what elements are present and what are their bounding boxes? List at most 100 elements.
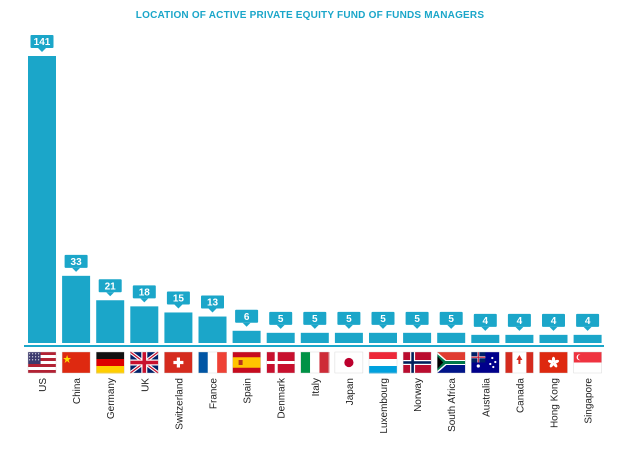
data-label-pointer	[549, 326, 558, 331]
category-label: Norway	[413, 378, 424, 412]
bar	[505, 334, 534, 343]
category-label: Switzerland	[174, 378, 185, 430]
norway-flag-icon	[402, 351, 432, 374]
category-label: Hong Kong	[550, 378, 561, 428]
category-label: Italy	[311, 378, 322, 396]
data-label-pointer	[379, 324, 387, 329]
category-label: Japan	[345, 378, 356, 405]
category-label: Spain	[243, 378, 254, 404]
italy-flag-icon	[300, 351, 330, 374]
data-label: 21	[105, 281, 117, 292]
bar	[198, 316, 227, 343]
data-label: 4	[517, 316, 523, 327]
data-label-box	[235, 309, 259, 323]
data-label: 15	[173, 293, 185, 304]
japan-flag-icon	[334, 351, 364, 374]
data-label-pointer	[140, 298, 149, 303]
data-label: 18	[139, 287, 151, 298]
category-label: US	[38, 378, 49, 392]
category-label: Luxembourg	[379, 378, 390, 434]
data-label-pointer	[38, 48, 46, 52]
switzerland-flag-icon	[164, 351, 193, 374]
hong-kong-flag-icon	[539, 351, 568, 374]
category-label: UK	[140, 378, 151, 392]
france-flag-icon	[198, 351, 227, 374]
data-label: 4	[483, 316, 489, 327]
us-flag-icon	[27, 351, 57, 374]
bar	[130, 306, 159, 343]
data-label-pointer	[276, 324, 285, 329]
singapore-flag-icon	[573, 351, 602, 374]
data-label-pointer	[310, 324, 319, 329]
bar	[403, 332, 432, 343]
data-label-box	[542, 313, 565, 327]
data-label-pointer	[242, 322, 251, 327]
data-label: 4	[585, 316, 591, 327]
data-label-box	[507, 313, 531, 327]
data-label-box	[98, 279, 122, 293]
australia-flag-icon	[471, 351, 500, 374]
data-label-box	[64, 254, 88, 268]
data-label-box	[371, 311, 395, 325]
data-label: 5	[312, 314, 318, 325]
data-label-box	[166, 291, 190, 305]
data-label-box	[30, 35, 54, 48]
bar	[471, 334, 500, 343]
bar	[573, 334, 602, 343]
bar	[96, 300, 125, 343]
china-flag-icon	[61, 351, 91, 374]
bar	[300, 332, 329, 343]
data-label: 5	[448, 314, 454, 325]
uk-flag-icon	[129, 350, 160, 375]
data-label-box	[201, 295, 224, 309]
data-label-pointer	[72, 267, 81, 272]
data-label-pointer	[481, 326, 490, 331]
bar	[437, 332, 466, 343]
bar	[539, 334, 568, 343]
data-label-pointer	[344, 324, 353, 329]
data-label-box	[303, 311, 327, 325]
data-label: 141	[34, 37, 51, 48]
data-label: 5	[278, 314, 284, 325]
bar	[369, 332, 397, 343]
data-label-box	[576, 313, 600, 327]
data-label-pointer	[174, 304, 183, 309]
data-label-pointer	[583, 326, 592, 331]
data-label-box	[337, 311, 361, 325]
category-label: Singapore	[584, 378, 595, 424]
data-label-pointer	[208, 308, 217, 313]
data-label: 5	[414, 314, 420, 325]
data-label: 5	[346, 314, 352, 325]
luxembourg-flag-icon	[368, 351, 398, 374]
data-label-pointer	[447, 324, 456, 329]
data-label: 5	[380, 314, 386, 325]
chart-title: LOCATION OF ACTIVE PRIVATE EQUITY FUND O…	[135, 10, 485, 21]
bar	[334, 332, 363, 343]
category-label: Denmark	[277, 377, 288, 419]
category-label: Australia	[481, 378, 492, 417]
category-label: China	[72, 378, 83, 405]
bar	[164, 312, 193, 343]
data-label-pointer	[515, 326, 524, 331]
category-label: South Africa	[447, 378, 458, 432]
category-label: Germany	[106, 378, 117, 419]
data-label: 13	[207, 298, 219, 309]
data-label-pointer	[106, 292, 115, 297]
spain-flag-icon	[232, 351, 261, 374]
bar	[62, 275, 91, 343]
data-label: 4	[551, 316, 557, 327]
baseline	[24, 345, 604, 347]
data-label-box	[439, 311, 463, 325]
germany-flag-icon	[95, 351, 125, 374]
canada-flag-icon	[505, 351, 534, 374]
data-label-box	[405, 311, 429, 325]
bar	[266, 332, 295, 343]
category-label: France	[209, 378, 220, 410]
data-label-box	[132, 285, 156, 299]
data-label: 33	[71, 257, 83, 268]
data-label-box	[269, 311, 293, 325]
bar	[232, 330, 261, 343]
denmark-flag-icon	[266, 351, 295, 374]
data-label-box	[473, 313, 497, 327]
